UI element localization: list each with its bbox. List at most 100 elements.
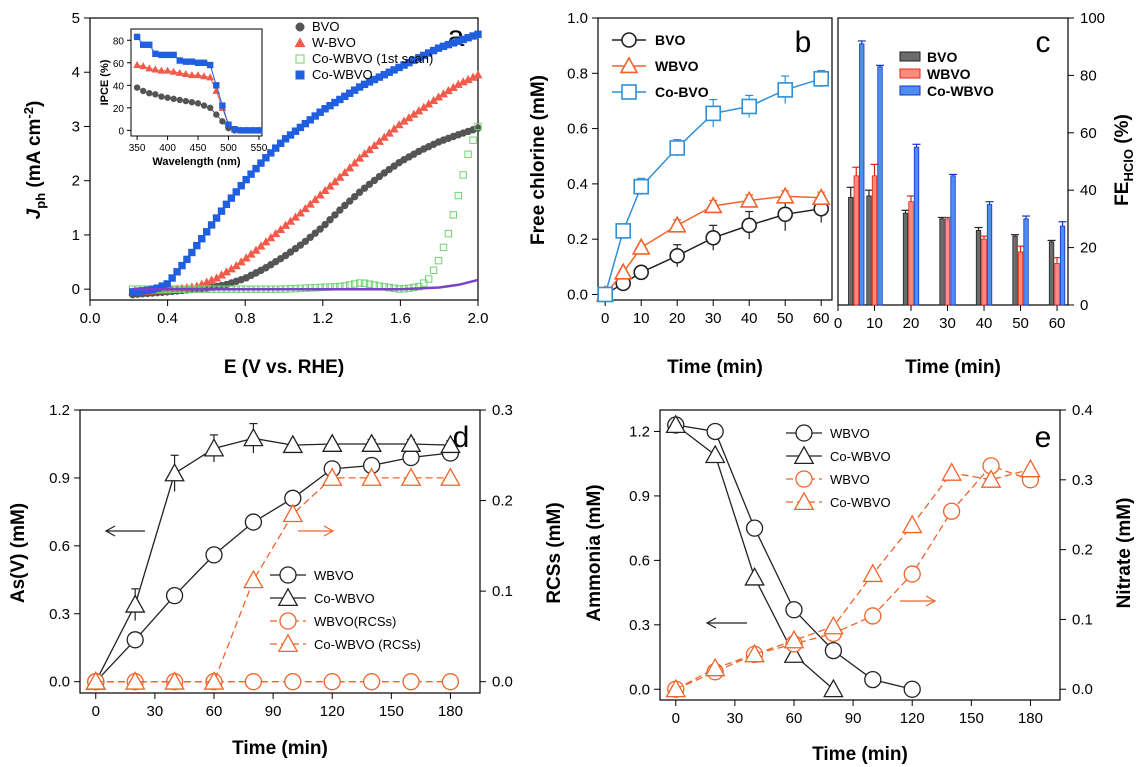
- data-point: [193, 241, 201, 250]
- data-point: [247, 170, 255, 178]
- x-tick-label: 30: [705, 310, 722, 327]
- data-point: [379, 132, 389, 141]
- y-tick-label: 4: [72, 64, 80, 81]
- y2-tick-label: 0.4: [1072, 402, 1093, 419]
- data-point: [306, 116, 314, 124]
- inset-point: [175, 68, 184, 76]
- bar: [1017, 251, 1024, 306]
- inset-point: [194, 100, 202, 107]
- inset-point: [207, 104, 214, 112]
- inset-x-label: Wavelength (nm): [152, 156, 241, 168]
- inset-point: [249, 127, 257, 134]
- data-point: [244, 673, 263, 691]
- data-point: [864, 670, 882, 689]
- y-tick-label: 2: [72, 173, 80, 190]
- inset-point: [181, 70, 190, 78]
- data-point: [355, 279, 364, 287]
- data-point: [311, 112, 319, 120]
- legend-marker: [277, 633, 299, 653]
- inset-point: [152, 50, 159, 57]
- data-point: [301, 119, 310, 128]
- data-point: [440, 467, 461, 486]
- x-tick-label: 0: [834, 315, 842, 332]
- data-point: [267, 149, 275, 157]
- y-label-unit: (mA cm: [24, 119, 45, 193]
- y-tick-label: 0.0: [629, 681, 650, 698]
- legend-marker: [795, 470, 813, 488]
- bar: [913, 146, 920, 306]
- y2-tick-label: 0.1: [492, 583, 513, 600]
- data-point: [345, 163, 355, 172]
- x-axis-label: E (V vs. RHE): [224, 357, 344, 378]
- y-label-main: J: [24, 208, 45, 219]
- inset-point: [176, 57, 183, 64]
- x-tick-label: 60: [206, 703, 223, 720]
- bar: [939, 218, 945, 306]
- data-point: [286, 216, 296, 225]
- data-point: [306, 284, 314, 292]
- y-axis-label: FEHClO (%): [1112, 114, 1136, 206]
- data-point: [355, 153, 365, 162]
- data-point: [744, 567, 765, 586]
- legend-label-0: WBVO: [314, 568, 354, 583]
- data-point: [124, 594, 146, 613]
- plot-frame: [659, 409, 1061, 701]
- x-tick-label: 0: [672, 710, 680, 727]
- legend-marker: [295, 22, 305, 32]
- y-tick-label: 1: [72, 227, 80, 244]
- panel-b: 0 10 20 30 40 50 60 0.0 0.2 0.4 0.6 0.8 1.0 Time (min…: [528, 10, 833, 378]
- data-point: [227, 194, 236, 202]
- data-point: [444, 229, 453, 238]
- panel-letter: e: [1035, 421, 1052, 454]
- y2-tick-label: 0.1: [1072, 611, 1093, 628]
- data-point: [374, 136, 384, 145]
- y2-tick-label: 40: [1080, 182, 1097, 199]
- series-line-1: [95, 437, 451, 682]
- data-point: [667, 215, 687, 233]
- data-point: [400, 433, 422, 452]
- data-point: [823, 678, 844, 698]
- inset-point: [243, 127, 250, 134]
- data-point: [901, 514, 923, 534]
- data-point: [164, 671, 185, 690]
- data-point: [704, 657, 726, 677]
- legend-label-3: Co-WBVO: [312, 67, 373, 82]
- y-tick-label: 3: [72, 118, 80, 135]
- y-tick-label: 0.0: [567, 286, 588, 303]
- x-tick-label: 120: [900, 710, 925, 727]
- data-point: [311, 229, 319, 237]
- inset-point: [164, 94, 171, 101]
- data-point: [325, 181, 335, 190]
- inset-point: [200, 102, 208, 109]
- data-point: [295, 208, 305, 217]
- data-point: [243, 569, 264, 589]
- y-tick-label: 0.0: [49, 674, 70, 691]
- x-axis-label: Time (min): [812, 744, 908, 765]
- arrow-left-head: [104, 525, 116, 537]
- data-point: [266, 233, 276, 242]
- inset-point: [157, 66, 166, 74]
- data-point: [284, 673, 302, 691]
- y-axis-label: As(V) (mM): [8, 503, 29, 603]
- inset-point: [194, 71, 202, 79]
- y-label-unit: (%): [1112, 114, 1133, 149]
- inset-y-tick-label: 0: [118, 126, 124, 137]
- inset-point: [207, 61, 214, 69]
- data-point: [330, 177, 340, 186]
- data-point: [811, 188, 831, 205]
- data-point: [355, 188, 364, 196]
- data-point: [321, 220, 329, 229]
- series-line-3: [95, 477, 451, 683]
- inset-point: [188, 99, 196, 106]
- data-point: [941, 462, 962, 481]
- data-point: [400, 467, 422, 486]
- legend-label-0: BVO: [312, 19, 339, 34]
- x-tick-label: 0: [92, 703, 100, 720]
- data-point: [350, 158, 360, 167]
- data-point: [469, 136, 477, 144]
- x-axis-label: Time (min): [232, 738, 328, 759]
- data-point: [183, 255, 191, 264]
- data-point: [281, 135, 290, 143]
- data-point: [126, 631, 144, 649]
- data-point: [669, 247, 686, 264]
